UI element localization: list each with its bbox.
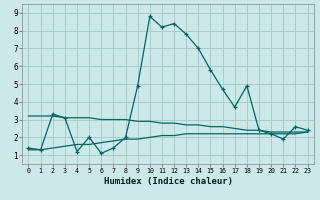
X-axis label: Humidex (Indice chaleur): Humidex (Indice chaleur) xyxy=(103,177,233,186)
